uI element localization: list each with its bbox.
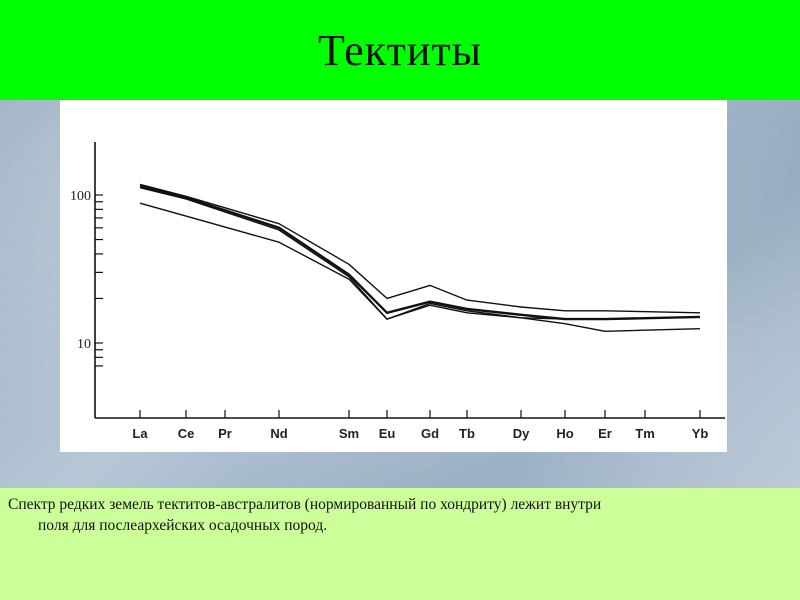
series-line-2 [139,184,701,321]
series-line-1 [139,183,701,314]
caption: Спектр редких земель тектитов-австралито… [8,494,788,536]
x-tick-label: Sm [339,426,359,441]
y-tick-label: 100 [70,189,91,204]
x-tick-label: Tb [459,426,475,441]
series-line-4 [139,202,701,320]
x-tick-label: Ho [556,426,573,441]
title-bar: Тектиты [0,0,800,100]
x-tick-label: Ce [178,426,195,441]
x-tick-label: Pr [218,426,232,441]
caption-line-1: Спектр редких земель тектитов-австралито… [8,496,602,513]
series-line-3 [139,187,701,333]
chart-panel: 100 10 La Ce Pr Nd Sm Eu Gd Tb Dy Ho Er Tm Yb [60,100,727,452]
x-tick-label: Yb [692,426,709,441]
caption-panel: Спектр редких земель тектитов-австралито… [0,488,800,600]
ree-chart: 100 10 La Ce Pr Nd Sm Eu Gd Tb Dy Ho Er Tm Yb [70,142,725,441]
caption-line-2: поля для послеархейских осадочных пород. [38,517,328,534]
x-tick-label: Dy [513,426,530,441]
x-tick-label: Tm [635,426,655,441]
slide-title: Тектиты [317,25,483,75]
y-tick-label: 10 [77,337,91,352]
x-tick-label: Eu [379,426,396,441]
x-tick-label: Er [598,426,612,441]
x-tick-label: Nd [270,426,287,441]
x-tick-label: Gd [421,426,439,441]
x-tick-label: La [132,426,148,441]
